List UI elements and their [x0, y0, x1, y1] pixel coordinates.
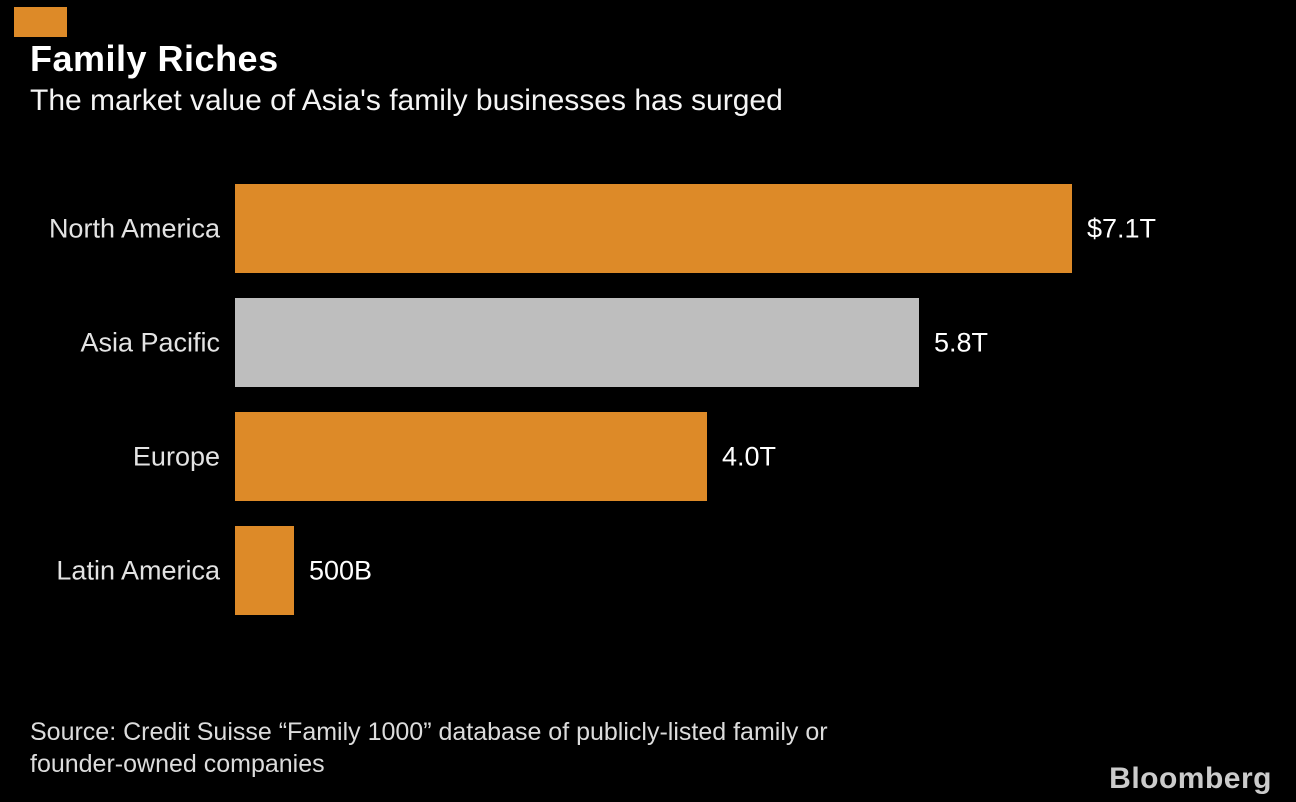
chart-subtitle: The market value of Asia's family busine…	[30, 84, 783, 117]
bar	[235, 412, 707, 501]
bar-row: Europe 4.0T	[0, 412, 1296, 501]
bar-category-label: Latin America	[56, 555, 220, 585]
bar-value-label: 500B	[309, 555, 373, 585]
bar-value-label: 4.0T	[722, 441, 777, 471]
bar	[235, 184, 1072, 273]
bloomberg-logo: Bloomberg	[1109, 762, 1272, 795]
bar-row: North America $7.1T	[0, 184, 1296, 273]
bar-chart: North America $7.1T Asia Pacific 5.8T Europe…	[0, 184, 1296, 640]
source-line-2: founder-owned companies	[30, 750, 325, 778]
accent-brand-mark	[14, 7, 67, 37]
bar-row: Asia Pacific 5.8T	[0, 298, 1296, 387]
bar	[235, 298, 919, 387]
chart-title: Family Riches	[30, 38, 279, 79]
bar-value-label: $7.1T	[1087, 213, 1157, 243]
bar-value-label: 5.8T	[934, 327, 989, 357]
bar-category-label: Europe	[132, 441, 220, 471]
bar	[235, 526, 294, 615]
bar-category-label: Asia Pacific	[80, 327, 220, 357]
bar-category-label: North America	[48, 213, 220, 243]
source-note: Source: Credit Suisse “Family 1000” data…	[30, 716, 828, 780]
source-line-1: Source: Credit Suisse “Family 1000” data…	[30, 718, 828, 746]
bar-row: Latin America 500B	[0, 526, 1296, 615]
